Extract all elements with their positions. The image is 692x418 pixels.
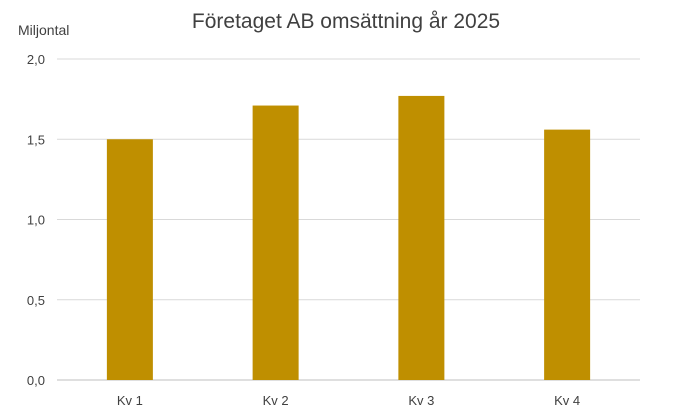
chart-title: Företaget AB omsättning år 2025 [191, 10, 501, 33]
x-tick-label: Kv 2 [263, 393, 289, 408]
bar [544, 129, 591, 380]
y-tick-label: 1,0 [27, 213, 45, 228]
bar [398, 95, 445, 380]
x-tick-label: Kv 4 [554, 393, 580, 408]
y-axis-label: Miljontal [18, 22, 70, 38]
y-tick-label: 0,5 [27, 293, 45, 308]
y-tick-label: 1,5 [27, 132, 45, 147]
y-tick-label: 2,0 [27, 52, 45, 67]
bar [106, 139, 153, 380]
bar [252, 105, 299, 381]
y-tick-label: 0,0 [27, 373, 45, 388]
x-tick-label: Kv 1 [117, 393, 143, 408]
x-tick-label: Kv 3 [408, 393, 434, 408]
